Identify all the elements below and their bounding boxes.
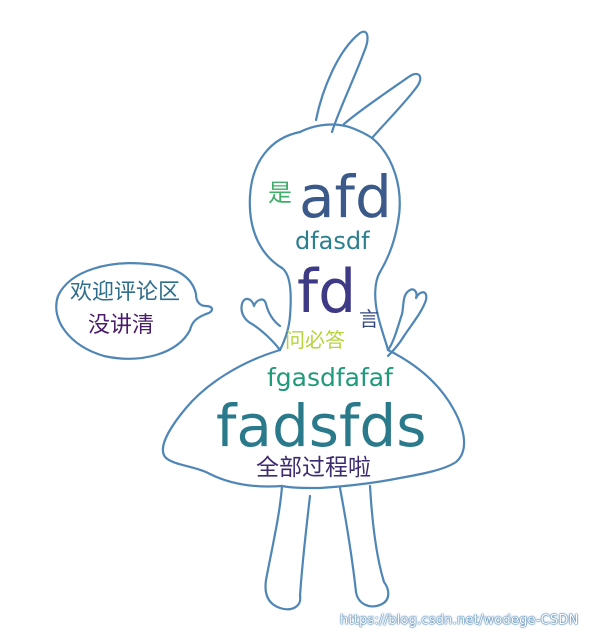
word-meijiangqing: 没讲清	[88, 313, 155, 338]
word-huanying-pinglunqu: 欢迎评论区	[70, 280, 181, 305]
word-quanbuguochengla: 全部过程啦	[256, 455, 371, 481]
word-dfasdf: dfasdf	[295, 227, 370, 255]
word-fadsfds: fadsfds	[216, 392, 427, 460]
word-yan: 言	[359, 307, 379, 331]
word-wenbida: 问必答	[285, 328, 345, 352]
word-afd: afd	[299, 163, 392, 231]
word-fd: fd	[297, 257, 357, 327]
word-fgasdfafaf: fgasdfafaf	[267, 363, 393, 392]
word-shi: 是	[268, 179, 292, 207]
watermark-url: https://blog.csdn.net/wodege-CSDN	[340, 613, 579, 628]
